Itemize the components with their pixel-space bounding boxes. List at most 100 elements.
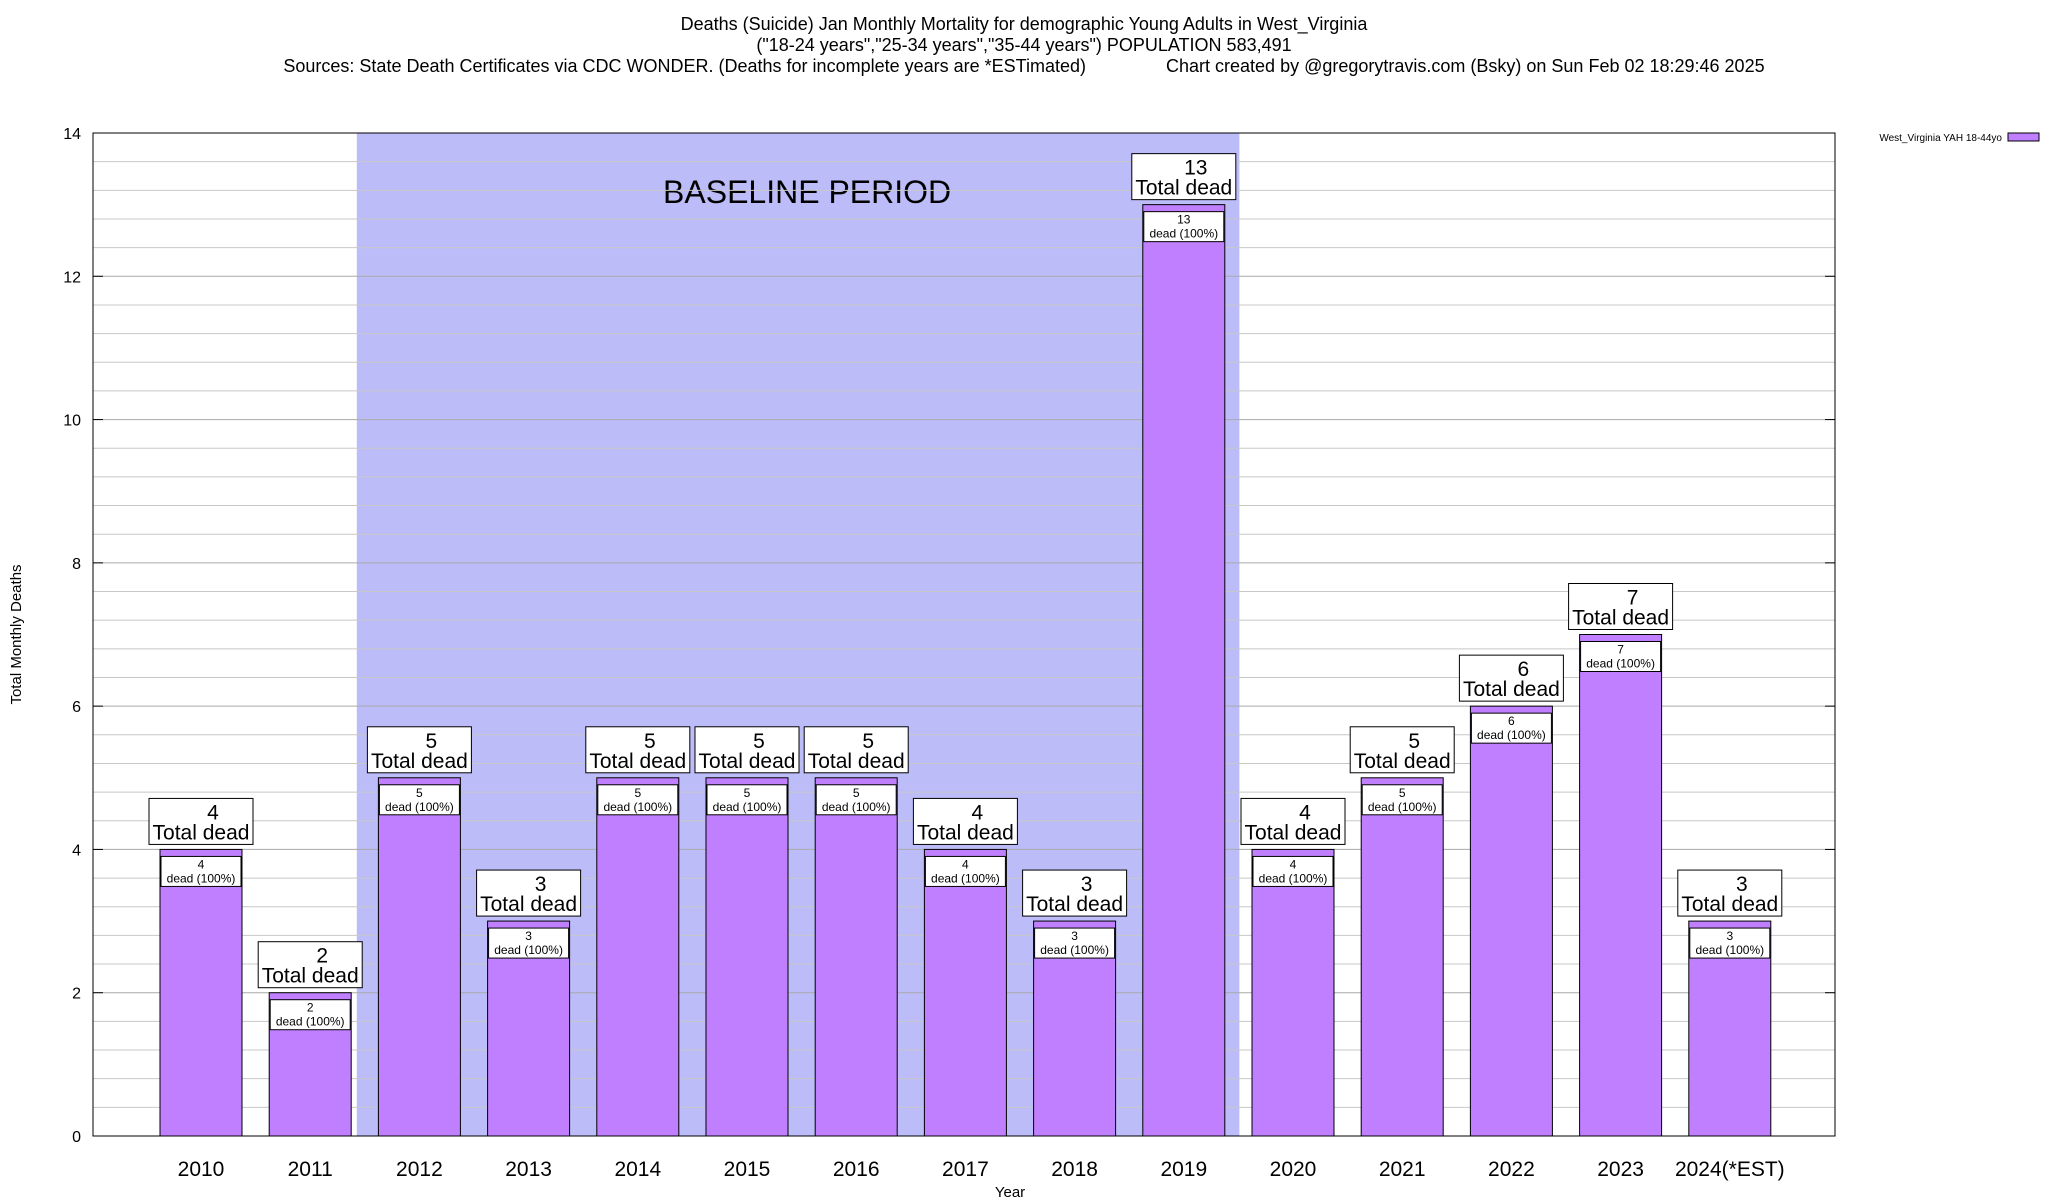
bar-inner-label: dead (100%) <box>276 1015 345 1029</box>
bar-inner-label-box <box>1470 712 1552 744</box>
bar-total-value: 13 <box>1184 157 1207 180</box>
bar-inner-value: 4 <box>962 857 969 871</box>
bar-total-label: Total dead <box>480 893 577 916</box>
bar-inner-label-box <box>815 784 897 816</box>
bar-inner-value: 2 <box>307 1001 314 1015</box>
bar-total-label-box <box>1022 869 1128 917</box>
x-axis-title: Year <box>995 1184 1025 1200</box>
bar-total-label: Total dead <box>808 750 905 773</box>
baseline-period-label: BASELINE PERIOD <box>663 174 951 210</box>
bar-total-label-box <box>1458 654 1564 702</box>
bar-total-label-box <box>257 941 363 989</box>
bar-inner-label-box <box>1689 927 1771 959</box>
bar-total-label: Total dead <box>153 821 250 844</box>
bar-total-label: Total dead <box>1354 750 1451 773</box>
legend-layer: West_Virginia YAH 18-44yo <box>1879 132 2040 144</box>
bar-inner-value: 3 <box>1071 929 1078 943</box>
bar-total-value: 7 <box>1627 587 1639 610</box>
bar-total-label-box <box>1131 153 1237 201</box>
y-tick-label: 14 <box>63 126 81 143</box>
bar-total-value: 2 <box>316 945 328 968</box>
bar <box>1360 777 1444 1137</box>
x-tick-label: 2017 <box>942 1158 989 1181</box>
bar-inner-label-box <box>160 855 242 887</box>
bar-inner-label: dead (100%) <box>713 800 782 814</box>
x-tick-label: 2022 <box>1488 1158 1535 1181</box>
bar <box>1469 705 1553 1137</box>
bar-inner-label: dead (100%) <box>1586 657 1655 671</box>
y-tick-label: 6 <box>72 699 81 716</box>
x-tick-label: 2021 <box>1379 1158 1426 1181</box>
bar <box>377 777 461 1137</box>
bar-total-label-box <box>1240 797 1346 845</box>
bar-inner-label: dead (100%) <box>603 800 672 814</box>
bar-inner-label-box <box>1361 784 1443 816</box>
legend-swatch <box>2007 132 2040 142</box>
bar-inner-value: 13 <box>1177 213 1191 227</box>
bar-total-label: Total dead <box>917 821 1014 844</box>
bar <box>1142 204 1226 1137</box>
bar-inner-label: dead (100%) <box>822 800 891 814</box>
bar-total-value: 4 <box>972 801 984 824</box>
bar-total-label: Total dead <box>1463 678 1560 701</box>
bar-inner-label: dead (100%) <box>1149 227 1218 241</box>
bar-inner-value: 4 <box>1290 857 1297 871</box>
bar-inner-label-box <box>1252 855 1334 887</box>
bar <box>923 848 1007 1137</box>
bar-total-value: 4 <box>207 801 219 824</box>
bar-inner-label-box <box>924 855 1006 887</box>
bar-total-label-box <box>476 869 582 917</box>
bar-total-value: 5 <box>862 730 874 753</box>
bar-inner-value: 5 <box>853 786 860 800</box>
bar-total-value: 5 <box>644 730 656 753</box>
bar-inner-value: 7 <box>1617 643 1624 657</box>
bar-inner-label-box <box>378 784 460 816</box>
chart-source-line: Sources: State Death Certificates via CD… <box>283 56 1765 76</box>
bar-total-label-box <box>1568 583 1674 630</box>
bar-inner-value: 6 <box>1508 714 1515 728</box>
x-tick-label: 2019 <box>1160 1158 1207 1181</box>
bar-inner-value: 5 <box>744 786 751 800</box>
bar <box>814 777 898 1137</box>
bar-total-value: 5 <box>426 730 438 753</box>
bar-total-label: Total dead <box>699 750 796 773</box>
bar-inner-label-box <box>269 999 351 1031</box>
bar <box>705 777 789 1137</box>
bar-inner-label: dead (100%) <box>1259 871 1328 885</box>
bar-inner-label-box <box>1580 641 1662 672</box>
x-tick-label: 2013 <box>505 1158 552 1181</box>
x-tick-label: 2010 <box>178 1158 225 1181</box>
x-tick-label: 2024(*EST) <box>1675 1158 1785 1181</box>
frame-layer <box>92 132 1836 1137</box>
bar-total-label: Total dead <box>1135 177 1232 200</box>
x-tick-label: 2018 <box>1051 1158 1098 1181</box>
bar-total-value: 3 <box>1736 873 1748 896</box>
chart-title: Deaths (Suicide) Jan Monthly Mortality f… <box>680 14 1368 34</box>
bar-total-label-box <box>1677 869 1783 917</box>
y-tick-label: 10 <box>63 413 81 430</box>
bar-inner-label: dead (100%) <box>1368 800 1437 814</box>
bar-inner-label-box <box>597 784 679 816</box>
x-tick-label: 2011 <box>288 1158 333 1181</box>
chart-subtitle: ("18-24 years","25-34 years","35-44 year… <box>756 35 1292 55</box>
bar-total-label-box <box>585 726 691 774</box>
bar <box>1251 848 1335 1137</box>
bar <box>596 777 680 1137</box>
plot-frame <box>92 132 1836 1137</box>
y-tick-label: 0 <box>72 1129 81 1146</box>
bar-inner-value: 3 <box>1726 929 1733 943</box>
bar-total-value: 4 <box>1299 801 1311 824</box>
x-tick-label: 2016 <box>833 1158 880 1181</box>
bar-inner-value: 5 <box>416 786 423 800</box>
bar-total-label-box <box>148 797 254 845</box>
bar-inner-value: 4 <box>198 857 205 871</box>
legend-entry-label: West_Virginia YAH 18-44yo <box>1879 133 2002 144</box>
bar-total-label: Total dead <box>1572 607 1669 630</box>
bar-inner-value: 5 <box>1399 786 1406 800</box>
bar-inner-value: 3 <box>525 929 532 943</box>
bar-total-label-box <box>912 797 1018 845</box>
bar-total-value: 6 <box>1518 658 1530 681</box>
y-axis-title: Total Monthly Deaths <box>8 564 25 704</box>
bar-total-label-box <box>803 726 909 774</box>
